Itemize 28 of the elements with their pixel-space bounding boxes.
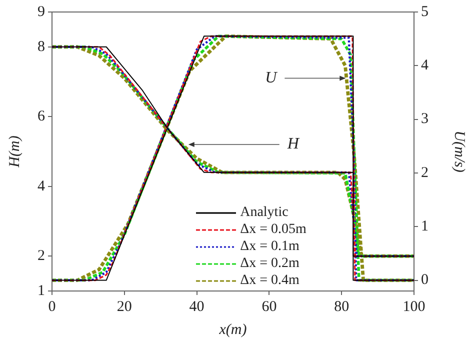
y-tick-label: 6	[38, 108, 46, 125]
x-tick-label: 80	[334, 298, 350, 315]
x-tick-label: 0	[48, 298, 56, 315]
legend-label: Analytic	[240, 204, 288, 220]
legend-label: Δx = 0.1m	[240, 238, 300, 254]
y-tick-label: 9	[38, 4, 45, 20]
x-tick-label: 40	[189, 298, 204, 315]
annotation: U	[265, 69, 278, 86]
y-tick-label: 1	[38, 282, 45, 299]
y2-tick-label: 3	[421, 111, 428, 128]
legend-label: Δx = 0.2m	[240, 256, 300, 272]
annotation: H	[286, 136, 300, 153]
y-tick-label: 8	[38, 38, 45, 55]
legend-label: Δx = 0.4m	[240, 272, 300, 288]
x-tick-label: 60	[262, 298, 277, 315]
y2-tick-label: 4	[421, 58, 429, 74]
y2-tick-label: 5	[421, 4, 428, 20]
y2-tick-label: 1	[421, 218, 428, 235]
y2-axis-title: U(m/s)	[451, 130, 468, 172]
y-axis-title: H(m)	[6, 136, 23, 168]
x-tick-label: 20	[116, 298, 132, 315]
y-tick-label: 4	[38, 178, 46, 194]
y2-tick-label: 2	[421, 164, 428, 181]
y2-tick-label: 0	[421, 272, 428, 288]
x-axis-title: x(m)	[218, 322, 247, 338]
legend-label: Δx = 0.05m	[240, 222, 306, 238]
x-tick-label: 100	[402, 298, 426, 315]
y-tick-label: 2	[38, 248, 45, 264]
